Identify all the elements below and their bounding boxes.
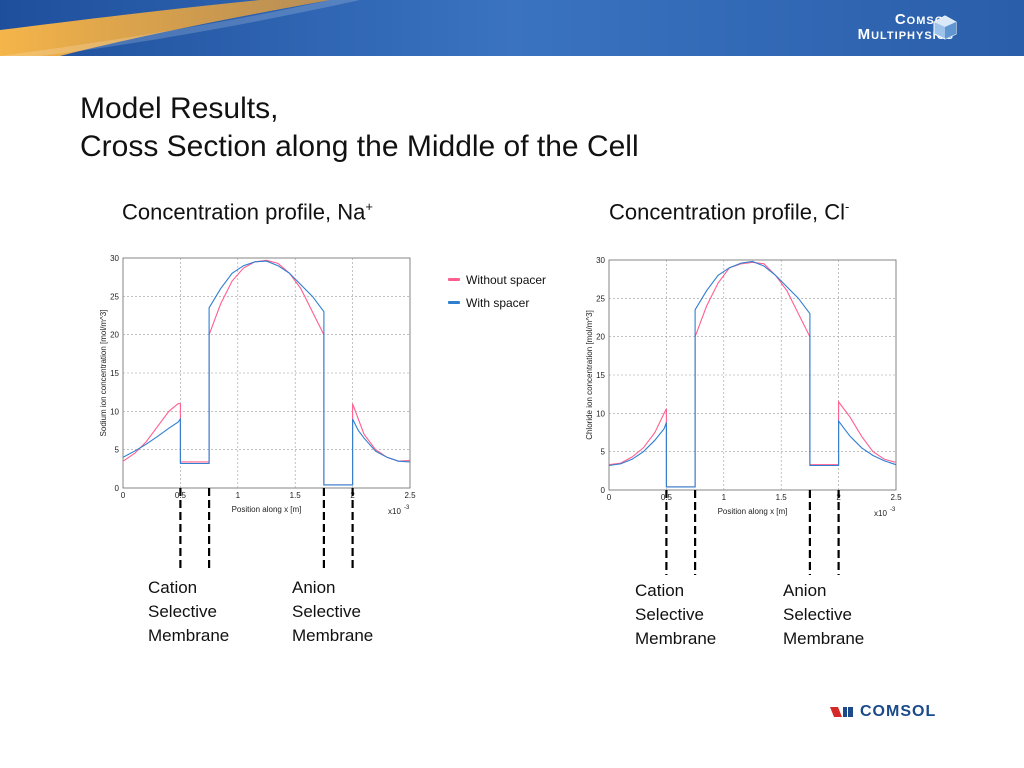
label-line: Membrane (292, 626, 374, 645)
y-tick-label: 30 (596, 256, 605, 265)
x-tick-label: 2.5 (404, 491, 416, 500)
left-cation-membrane-label: Cation Selective Membrane (148, 576, 229, 648)
left-chart-subtitle: Concentration profile, Na+ (122, 199, 373, 225)
y-tick-label: 5 (115, 446, 120, 455)
x-tick-label: 1 (722, 493, 727, 502)
plot-area (608, 259, 897, 491)
label-line: Cation (635, 581, 685, 600)
label-line: Membrane (148, 626, 230, 645)
x-multiplier-exponent: -3 (890, 507, 896, 513)
legend-swatch-with-spacer (448, 301, 460, 304)
y-axis-label: Chloride ion concentration [mol/m^3] (585, 310, 594, 440)
subtitle-text: Concentration profile, Na (122, 199, 366, 225)
label-line: Selective (292, 602, 361, 621)
x-tick-label: 1.5 (290, 491, 302, 500)
right-anion-membrane-label: Anion Selective Membrane (783, 579, 864, 651)
x-tick-label: 1.5 (776, 493, 788, 502)
subtitle-superscript: - (845, 199, 850, 214)
logo-line2: Multiphysics (857, 26, 954, 43)
y-tick-label: 0 (115, 484, 120, 493)
label-line: Anion (292, 578, 336, 597)
comsol-mark-icon (830, 707, 853, 717)
y-tick-label: 30 (110, 254, 119, 263)
page-title: Model Results, Cross Section along the M… (80, 90, 639, 166)
x-multiplier: x10 (388, 507, 401, 516)
y-tick-label: 25 (110, 292, 119, 301)
y-tick-label: 20 (110, 331, 119, 340)
subtitle-text: Concentration profile, Cl (609, 199, 846, 225)
footer-logo-text: COMSOL (860, 703, 937, 720)
legend-label: Without spacer (466, 272, 547, 287)
right-chart-subtitle: Concentration profile, Cl- (609, 199, 849, 225)
series-line-without-spacer (122, 259, 411, 486)
y-tick-label: 5 (601, 448, 606, 457)
subtitle-superscript: + (365, 199, 373, 214)
y-tick-label: 10 (596, 409, 605, 418)
series-line-with-spacer (122, 260, 411, 486)
left-anion-membrane-label: Anion Selective Membrane (292, 576, 373, 648)
legend: Without spacer With spacer (448, 268, 546, 314)
label-line: Anion (783, 581, 827, 600)
cube-icon (933, 15, 957, 40)
x-axis-label: Position along x [m] (718, 507, 788, 516)
legend-item-without-spacer: Without spacer (448, 268, 546, 291)
series-line-without-spacer (608, 261, 897, 488)
comsol-footer-logo: COMSOL (830, 703, 936, 721)
x-tick-label: 1 (236, 491, 241, 500)
label-line: Membrane (635, 629, 717, 648)
x-multiplier-exponent: -3 (404, 505, 410, 511)
legend-item-with-spacer: With spacer (448, 291, 546, 314)
legend-label: With spacer (466, 295, 530, 310)
x-tick-label: 2.5 (890, 493, 902, 502)
legend-swatch-without-spacer (448, 278, 460, 281)
y-tick-label: 10 (110, 407, 119, 416)
x-tick-label: 0 (607, 493, 612, 502)
label-line: Membrane (783, 629, 865, 648)
x-axis-label: Position along x [m] (232, 505, 302, 514)
y-tick-label: 0 (601, 486, 606, 495)
label-line: Selective (148, 602, 217, 621)
plot-area (122, 257, 411, 489)
series-line-with-spacer (608, 260, 897, 488)
label-line: Selective (783, 605, 852, 624)
y-tick-label: 20 (596, 333, 605, 342)
label-line: Selective (635, 605, 704, 624)
y-axis-label: Sodium ion concentration [mol/m^3] (99, 310, 108, 437)
x-multiplier: x10 (874, 509, 887, 518)
y-tick-label: 25 (596, 294, 605, 303)
x-tick-label: 0 (121, 491, 126, 500)
label-line: Cation (148, 578, 198, 597)
y-tick-label: 15 (110, 369, 119, 378)
title-line1: Model Results, (80, 92, 279, 125)
right-cation-membrane-label: Cation Selective Membrane (635, 579, 716, 651)
header-banner (0, 0, 1024, 56)
y-tick-label: 15 (596, 371, 605, 380)
title-line2: Cross Section along the Middle of the Ce… (80, 130, 639, 163)
